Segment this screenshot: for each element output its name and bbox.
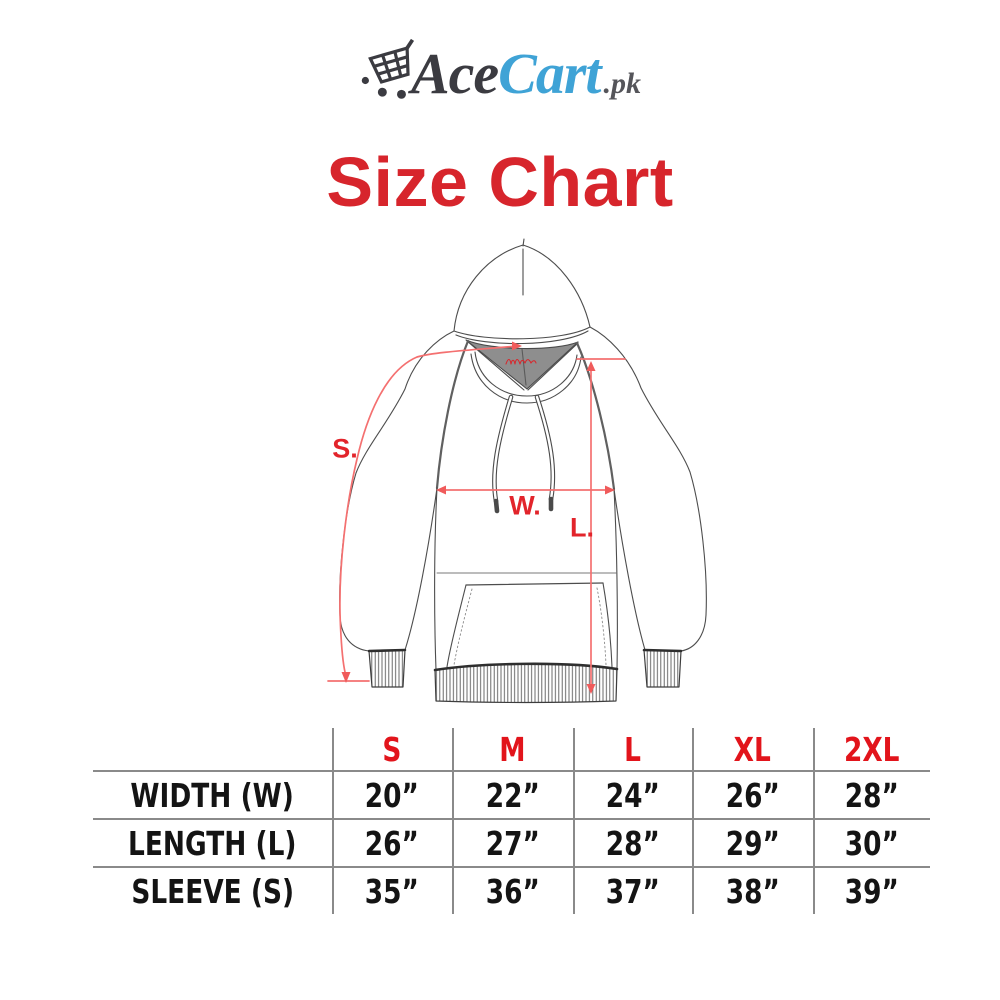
- table-line: [93, 818, 930, 820]
- table-line: [813, 728, 815, 914]
- collar: [466, 340, 582, 404]
- sleeve-measure-line: [327, 341, 522, 683]
- row-label: SLEEVE (S): [131, 871, 294, 911]
- size-col-header-m: M: [499, 729, 526, 769]
- size-header-row: S M L XL 2XL: [93, 728, 930, 770]
- size-value: 38”: [725, 871, 780, 911]
- table-row-length: LENGTH (L) 26” 27” 28” 29” 30”: [93, 820, 930, 866]
- cart-wheel-icon: [397, 89, 406, 99]
- hem-band: [433, 662, 619, 704]
- brand-name-part1: Ace: [410, 41, 499, 106]
- size-value: 20”: [364, 775, 420, 815]
- table-line: [93, 770, 930, 772]
- page-title: Size Chart: [326, 143, 674, 221]
- size-value: 28”: [605, 823, 660, 863]
- table-line: [692, 728, 694, 914]
- length-label: L.: [570, 512, 594, 543]
- left-cuff: [367, 648, 407, 688]
- sleeve-label: S.: [332, 433, 358, 464]
- table-line: [93, 866, 930, 868]
- size-col-header-2xl: 2XL: [843, 729, 900, 769]
- size-value: 26”: [725, 775, 780, 815]
- brand-logo: Ace Cart .pk: [359, 38, 642, 116]
- kangaroo-pocket: [446, 582, 613, 668]
- hoodie-diagram: [327, 238, 707, 704]
- length-measure-line: [576, 358, 626, 694]
- table-row-sleeve: SLEEVE (S) 35” 36” 37” 38” 39”: [93, 868, 930, 914]
- shopping-cart-icon: [361, 38, 415, 99]
- measurement-lines: [327, 341, 626, 694]
- table-line: [332, 728, 334, 914]
- size-table: S M L XL 2XL WIDTH (W) 20” 22” 24” 26” 2…: [93, 728, 930, 914]
- table-row-width: WIDTH (W) 20” 22” 24” 26” 28”: [93, 772, 930, 818]
- cart-wheel-icon: [377, 87, 387, 97]
- size-value: 29”: [725, 823, 780, 863]
- size-value: 39”: [844, 871, 899, 911]
- body-panel: [434, 487, 618, 671]
- size-col-header-s: S: [382, 729, 402, 769]
- hoodie-measurement-diagram: S. W. L.: [300, 230, 720, 730]
- size-value: 26”: [364, 823, 420, 863]
- hood-brim: [453, 326, 591, 340]
- size-value: 22”: [485, 775, 540, 815]
- drawstrings: [492, 394, 556, 514]
- size-value: 27”: [485, 823, 540, 863]
- brand-name-part2: Cart: [498, 41, 601, 106]
- brand-signature: [505, 358, 537, 365]
- size-value: 36”: [485, 871, 540, 911]
- corner-cell: [93, 728, 332, 770]
- size-col-header-l: L: [624, 729, 641, 769]
- size-value: 37”: [605, 871, 660, 911]
- row-label: WIDTH (W): [130, 775, 295, 815]
- row-label: LENGTH (L): [128, 823, 297, 863]
- brand-domain-suffix: .pk: [603, 67, 642, 100]
- right-raglan-seam: [575, 341, 616, 491]
- size-value: 35”: [364, 871, 420, 911]
- cart-accent-dot: [361, 76, 369, 85]
- size-value: 24”: [605, 775, 660, 815]
- width-measure-line: [436, 485, 615, 495]
- width-label: W.: [509, 490, 541, 521]
- size-value: 30”: [844, 823, 899, 863]
- left-raglan-seam: [435, 339, 470, 490]
- hood: [453, 238, 591, 345]
- right-sleeve: [589, 326, 707, 652]
- size-value: 28”: [844, 775, 899, 815]
- hood-lining: [465, 339, 579, 390]
- right-cuff: [642, 648, 683, 688]
- table-line: [573, 728, 575, 914]
- size-col-header-xl: XL: [733, 729, 772, 769]
- table-line: [452, 728, 454, 914]
